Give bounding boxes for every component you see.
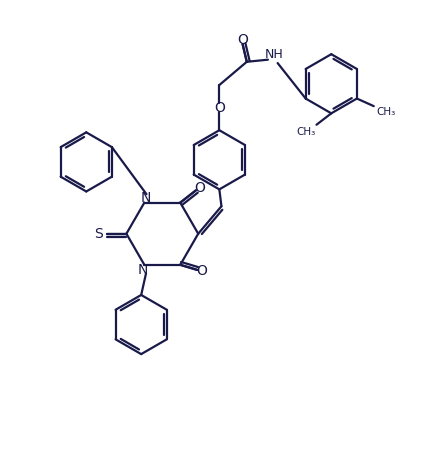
Text: N: N (138, 263, 148, 277)
Text: O: O (194, 181, 205, 195)
Text: N: N (141, 190, 151, 205)
Text: CH₃: CH₃ (296, 127, 316, 137)
Text: O: O (214, 101, 225, 115)
Text: O: O (196, 264, 207, 278)
Text: O: O (237, 33, 248, 47)
Text: CH₃: CH₃ (377, 107, 396, 117)
Text: NH: NH (265, 48, 284, 61)
Text: S: S (94, 227, 103, 241)
